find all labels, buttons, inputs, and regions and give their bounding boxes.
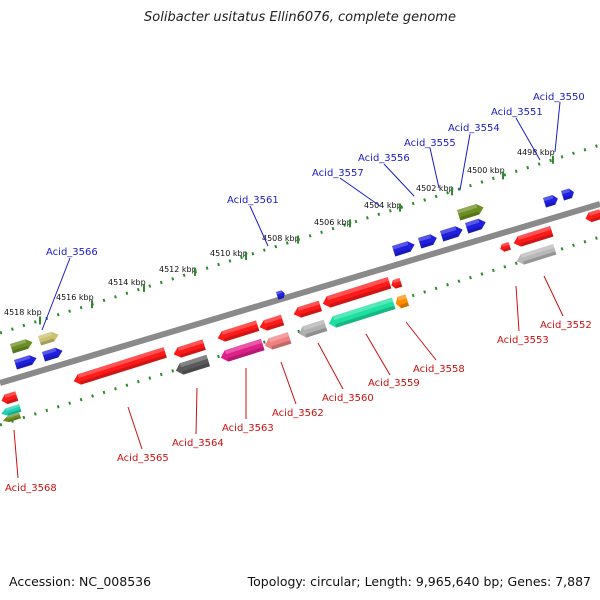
gene-arrow bbox=[322, 276, 392, 308]
gene-arrow bbox=[395, 294, 410, 309]
gene-label-reverse[interactable]: Acid_3553 bbox=[497, 335, 549, 346]
gene-arrow bbox=[264, 332, 292, 350]
gene-arrow bbox=[391, 277, 403, 289]
gene-label-forward[interactable]: Acid_3566 bbox=[46, 247, 98, 258]
gene-label-reverse[interactable]: Acid_3559 bbox=[368, 378, 420, 389]
reverse-dot-track bbox=[0, 235, 600, 427]
gene-arrow bbox=[42, 347, 63, 362]
gene-leader-line bbox=[365, 333, 391, 376]
gene-label-forward[interactable]: Acid_3557 bbox=[312, 168, 364, 179]
gene-label-forward[interactable]: Acid_3551 bbox=[491, 107, 543, 118]
gene-label-forward[interactable]: Acid_3554 bbox=[448, 123, 500, 134]
gene-arrow bbox=[14, 355, 37, 370]
gene-arrow bbox=[465, 218, 486, 234]
gene-label-reverse[interactable]: Acid_3568 bbox=[5, 483, 57, 494]
gene-arrow bbox=[2, 412, 21, 423]
gene-label-reverse[interactable]: Acid_3552 bbox=[540, 320, 592, 331]
gene-arrow bbox=[220, 338, 265, 362]
forward-dot-track bbox=[0, 143, 600, 335]
gene-arrow bbox=[298, 319, 328, 338]
gene-leader-line bbox=[459, 133, 471, 191]
gene-leader-line bbox=[317, 342, 344, 390]
gene-label-forward[interactable]: Acid_3550 bbox=[533, 92, 585, 103]
gene-leader-line bbox=[195, 387, 198, 435]
gene-arrow bbox=[276, 290, 285, 300]
kbp-label: 4508 kbp bbox=[262, 234, 300, 243]
gene-arrow bbox=[1, 403, 22, 416]
kbp-label: 4500 kbp bbox=[467, 166, 505, 175]
gene-arrow bbox=[10, 339, 33, 354]
gene-label-forward[interactable]: Acid_3555 bbox=[404, 138, 456, 149]
gene-arrow bbox=[73, 347, 167, 385]
gene-arrow bbox=[543, 195, 558, 208]
gene-arrow bbox=[259, 314, 285, 331]
gene-arrow bbox=[392, 241, 415, 257]
gene-arrow bbox=[175, 354, 211, 375]
genome-title: Solibacter usitatus Ellin6076, complete … bbox=[144, 10, 456, 25]
kbp-label: 4516 kbp bbox=[56, 293, 94, 302]
gene-leader-line bbox=[127, 406, 143, 450]
gene-leader-line bbox=[280, 361, 297, 405]
accession-text: Accession: NC_008536 bbox=[9, 574, 152, 589]
kbp-label: 4502 kbp bbox=[416, 184, 454, 193]
gene-leader-line bbox=[249, 205, 269, 247]
gene-leader-line bbox=[515, 117, 541, 161]
gene-arrow bbox=[513, 225, 554, 247]
gene-label-reverse[interactable]: Acid_3563 bbox=[222, 423, 274, 434]
gene-leader-line bbox=[515, 285, 520, 332]
gene-arrow bbox=[217, 320, 260, 342]
gene-arrow bbox=[1, 391, 19, 405]
genome-backbone bbox=[0, 201, 600, 386]
gene-arrow bbox=[585, 209, 600, 223]
gene-label-reverse[interactable]: Acid_3565 bbox=[117, 453, 169, 464]
kbp-label: 4518 kbp bbox=[4, 308, 42, 317]
gene-arrow bbox=[500, 241, 511, 252]
kbp-label: 4512 kbp bbox=[159, 265, 197, 274]
gene-arrow bbox=[516, 243, 557, 265]
gene-leader-line bbox=[13, 429, 19, 479]
kbp-label: 4514 kbp bbox=[108, 278, 146, 287]
gene-leader-line bbox=[383, 163, 415, 197]
gene-leader-line bbox=[543, 275, 564, 317]
kbp-label: 4504 kbp bbox=[364, 201, 402, 210]
gene-arrow bbox=[38, 331, 59, 346]
gene-leader-line bbox=[554, 101, 561, 153]
genome-info-text: Topology: circular; Length: 9,965,640 bp… bbox=[247, 574, 591, 589]
gene-label-reverse[interactable]: Acid_3562 bbox=[272, 408, 324, 419]
gene-label-forward[interactable]: Acid_3561 bbox=[227, 195, 279, 206]
gene-arrow bbox=[328, 297, 396, 328]
gene-label-reverse[interactable]: Acid_3558 bbox=[413, 364, 465, 375]
gene-leader-line bbox=[41, 257, 71, 331]
gene-leader-line bbox=[339, 177, 381, 207]
gene-label-reverse[interactable]: Acid_3564 bbox=[172, 438, 224, 449]
gene-arrow bbox=[561, 188, 574, 201]
kbp-label: 4506 kbp bbox=[314, 218, 352, 227]
gene-label-forward[interactable]: Acid_3556 bbox=[358, 153, 410, 164]
gene-leader-line bbox=[405, 321, 437, 361]
gene-arrow bbox=[173, 339, 206, 358]
gene-arrow bbox=[440, 226, 463, 242]
gene-arrow bbox=[293, 300, 323, 318]
gene-arrow bbox=[418, 234, 437, 249]
gene-leader-line bbox=[429, 147, 440, 189]
gene-label-reverse[interactable]: Acid_3560 bbox=[322, 393, 374, 404]
gene-arrow bbox=[457, 203, 484, 221]
kbp-label: 4510 kbp bbox=[210, 249, 248, 258]
